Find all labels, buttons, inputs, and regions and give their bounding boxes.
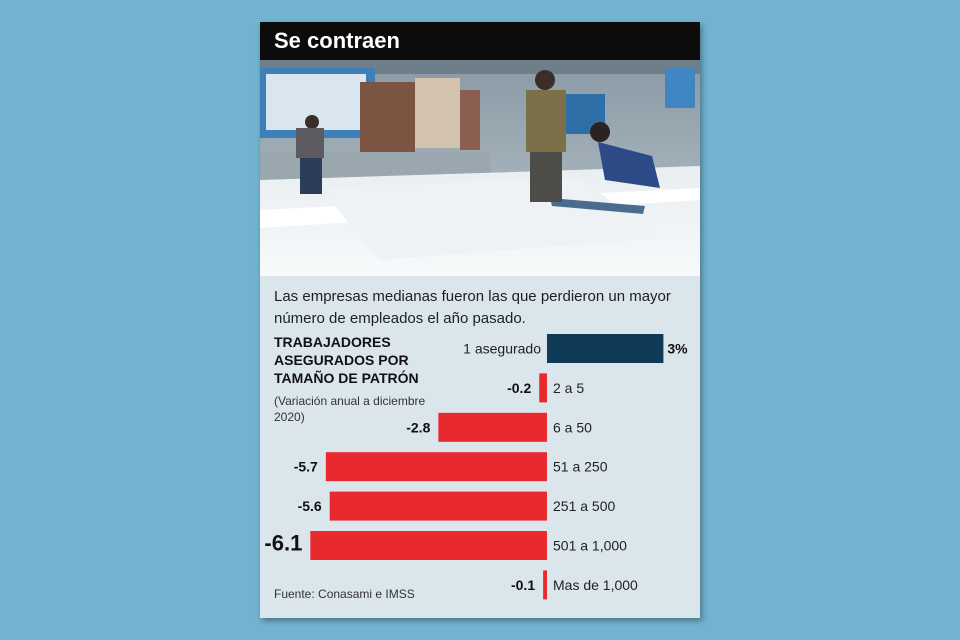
- chart-subtitle: (Variación anual a diciembre 2020): [274, 394, 426, 424]
- value-label-4: -5.6: [298, 498, 322, 514]
- bar-4: [329, 491, 547, 521]
- infographic-card: Se contraen: [260, 22, 700, 618]
- bar-5: [310, 531, 547, 560]
- category-label-4: 251 a 500: [553, 498, 615, 514]
- source-note: Fuente: Conasami e IMSS: [274, 587, 415, 601]
- page-title: Se contraen: [260, 22, 700, 60]
- category-label-5: 501 a 1,000: [553, 538, 627, 554]
- factory-photo: [260, 60, 700, 276]
- category-label-1: 2 a 5: [553, 380, 584, 396]
- bar-3: [325, 452, 547, 482]
- bar-1: [539, 373, 547, 403]
- value-label-5: -6.1: [264, 531, 302, 556]
- bar-0: [547, 334, 664, 363]
- category-label-3: 51 a 250: [553, 459, 608, 475]
- category-label-6: Mas de 1,000: [553, 577, 638, 593]
- chart-title: TRABAJADORES ASEGURADOS POR TAMAÑO DE PA…: [274, 334, 419, 386]
- bar-chart: 3% 1 asegurado -0.2 2 a 5 -2.8 6 a 50 -5.7 51 a…: [264, 334, 688, 600]
- value-label-2: -2.8: [406, 419, 430, 435]
- bar-2: [438, 412, 547, 442]
- intro-text: Las empresas medianas fueron las que per…: [274, 288, 671, 327]
- value-label-0: 3%: [667, 341, 688, 357]
- category-label-0: 1 asegurado: [463, 341, 541, 357]
- value-label-6: -0.1: [511, 577, 535, 593]
- value-label-3: -5.7: [294, 459, 318, 475]
- category-label-2: 6 a 50: [553, 419, 592, 435]
- value-label-1: -0.2: [507, 380, 531, 396]
- bar-6: [543, 570, 547, 600]
